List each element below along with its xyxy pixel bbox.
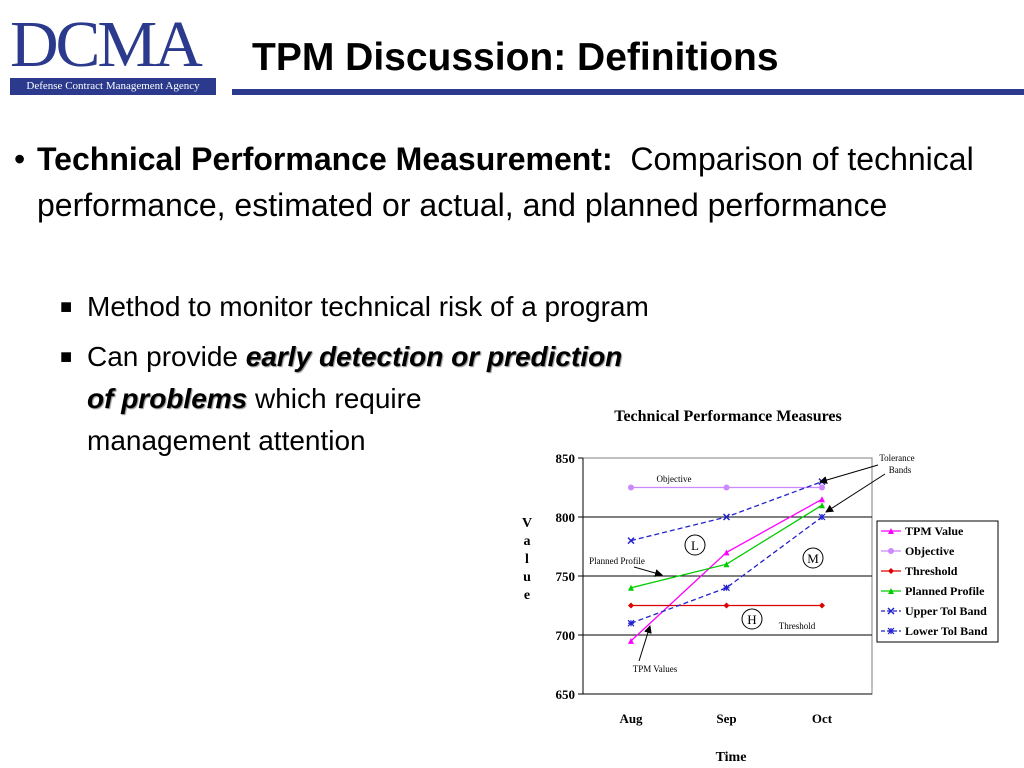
legend-marker-planned-profile (888, 588, 894, 594)
tolerance-arrow-lower (825, 473, 886, 513)
sub-bullet-2-prefix: Can provide (87, 341, 238, 372)
sub-bullet-1: ■ Method to monitor technical risk of a … (60, 286, 820, 328)
y-axis-title: Value (522, 516, 532, 603)
y-axis-title-letter: a (524, 534, 531, 549)
y-tick-label: 750 (556, 569, 576, 584)
y-axis-title-letter: V (522, 516, 532, 531)
planned-annotation: Planned Profile (589, 556, 645, 566)
tolerance-annotation-line2: Bands (889, 465, 912, 475)
logo-agency-name: Defense Contract Management Agency (10, 78, 216, 95)
series-line-lower-tol-band (630, 516, 823, 624)
circle-l-marker (684, 534, 706, 556)
tpm-arrow (638, 625, 652, 662)
legend-label-planned-profile: Planned Profile (905, 584, 985, 598)
x-axis-title: Time (716, 750, 747, 765)
legend-box (876, 520, 999, 643)
square-bullet-icon: ■ (60, 346, 73, 368)
point-upper-tol-band (627, 537, 635, 545)
axes: 650 700 750 800 850 Aug Sep Oct (556, 451, 872, 726)
y-tick-label: 850 (556, 451, 576, 466)
legend-marker-upper-tol-band (887, 607, 895, 615)
legend-label-objective: Objective (905, 544, 955, 558)
tpm-annotation: TPM Values (633, 664, 678, 674)
legend-label-tpm-value: TPM Value (905, 524, 964, 538)
point-planned-profile (628, 584, 634, 591)
y-axis-title-letter: l (525, 552, 529, 567)
square-bullet-icon: ■ (60, 296, 73, 318)
circle-h-label: H (747, 612, 756, 627)
y-tick-label: 800 (556, 510, 576, 525)
point-threshold (819, 602, 825, 609)
legend-label-upper-tol-band: Upper Tol Band (905, 604, 987, 618)
y-axis-title-letter: u (523, 570, 531, 585)
point-tpm-value (628, 637, 634, 644)
x-tick-label: Oct (812, 711, 833, 726)
threshold-annotation: Threshold (779, 621, 816, 631)
point-planned-profile (723, 561, 730, 568)
sub-bullet-2: ■ Can provide early detection or predict… (60, 336, 760, 462)
y-tick-label: 650 (556, 687, 576, 702)
circle-m-label: M (807, 551, 819, 566)
sub-bullet-2-text: Can provide early detection or predictio… (87, 336, 760, 462)
sub-bullet-2-suffix: which require (255, 383, 422, 414)
circle-l-label: L (691, 538, 699, 553)
point-lower-tol-band (627, 619, 635, 627)
dcma-logo: DCMA Defense Contract Management Agency (6, 8, 216, 95)
annotations: Objective Tolerance Bands Planned Profil… (589, 453, 915, 674)
legend-label-threshold: Threshold (905, 564, 958, 578)
circle-m-marker (802, 547, 824, 569)
legend-marker-tpm-value (888, 528, 894, 534)
main-bullet-text: Technical Performance Measurement: Compa… (37, 136, 1004, 228)
legend: TPM Value Objective Threshold Planned Profi… (881, 524, 988, 638)
legend-marker-threshold (888, 568, 894, 574)
point-lower-tol-band (818, 513, 826, 521)
main-bullet: • Technical Performance Measurement: Com… (14, 136, 1004, 228)
y-tick-label: 700 (556, 628, 576, 643)
point-upper-tol-band (722, 513, 731, 521)
tolerance-arrow-upper (819, 464, 879, 484)
point-planned-profile (819, 502, 825, 509)
point-lower-tol-band (723, 584, 730, 592)
y-axis-title-letter: e (524, 588, 530, 603)
x-tick-label: Aug (619, 711, 643, 726)
planned-arrow (633, 566, 663, 577)
term: Technical Performance Measurement: (37, 141, 613, 177)
objective-annotation: Objective (657, 474, 692, 484)
point-objective (723, 484, 730, 491)
emphasis-line-2: of problems (87, 383, 248, 414)
circle-h-marker (741, 608, 763, 630)
point-threshold (723, 602, 730, 609)
logo-wordmark: DCMA (10, 8, 203, 81)
legend-marker-lower-tol-band (887, 627, 895, 635)
series-lines (627, 478, 826, 644)
point-tpm-value (723, 549, 730, 556)
sub-bullet-1-text: Method to monitor technical risk of a pr… (87, 291, 649, 322)
definition: Comparison of technical performance, est… (37, 141, 974, 223)
point-tpm-value (819, 496, 825, 503)
legend-marker-objective (888, 548, 894, 554)
bullet-dot: • (14, 141, 26, 177)
emphasis-line-1: early detection or prediction (245, 341, 623, 372)
title-rule (232, 89, 1024, 95)
point-objective (628, 484, 634, 491)
sub-bullet-2-line3: management attention (87, 425, 366, 456)
x-tick-label: Sep (716, 711, 736, 726)
tolerance-annotation-line1: Tolerance (879, 453, 914, 463)
slide-title: TPM Discussion: Definitions (252, 36, 779, 79)
point-threshold (628, 602, 634, 609)
point-objective (819, 484, 825, 491)
legend-label-lower-tol-band: Lower Tol Band (905, 624, 988, 638)
chart-title: Technical Performance Measures (614, 408, 842, 425)
